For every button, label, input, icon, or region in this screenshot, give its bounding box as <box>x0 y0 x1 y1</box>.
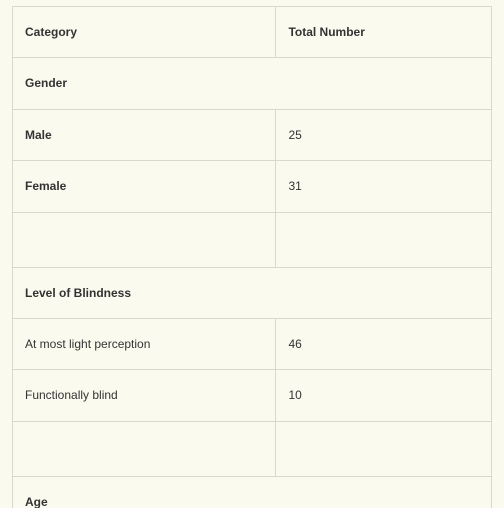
data-table: Category Total Number Gender Male 25 Fem… <box>12 6 492 508</box>
table-empty-row <box>13 212 492 267</box>
table-row: At most light perception 46 <box>13 318 492 369</box>
section-title-blindness: Level of Blindness <box>13 267 492 318</box>
section-title-gender: Gender <box>13 58 492 109</box>
empty-cell <box>13 421 276 476</box>
row-label: Male <box>13 109 276 160</box>
row-label: At most light perception <box>13 318 276 369</box>
empty-cell <box>276 212 492 267</box>
row-value: 25 <box>276 109 492 160</box>
row-value: 46 <box>276 318 492 369</box>
table-empty-row <box>13 421 492 476</box>
col-header-total-number: Total Number <box>276 7 492 58</box>
row-label: Functionally blind <box>13 370 276 421</box>
table-header-row: Category Total Number <box>13 7 492 58</box>
empty-cell <box>13 212 276 267</box>
row-value: 10 <box>276 370 492 421</box>
table-row: Functionally blind 10 <box>13 370 492 421</box>
table-row: Female 31 <box>13 161 492 212</box>
section-header-row: Gender <box>13 58 492 109</box>
empty-cell <box>276 421 492 476</box>
section-header-row: Level of Blindness <box>13 267 492 318</box>
row-value: 31 <box>276 161 492 212</box>
section-header-row: Age <box>13 476 492 508</box>
section-title-age: Age <box>13 476 492 508</box>
table-row: Male 25 <box>13 109 492 160</box>
row-label: Female <box>13 161 276 212</box>
col-header-category: Category <box>13 7 276 58</box>
